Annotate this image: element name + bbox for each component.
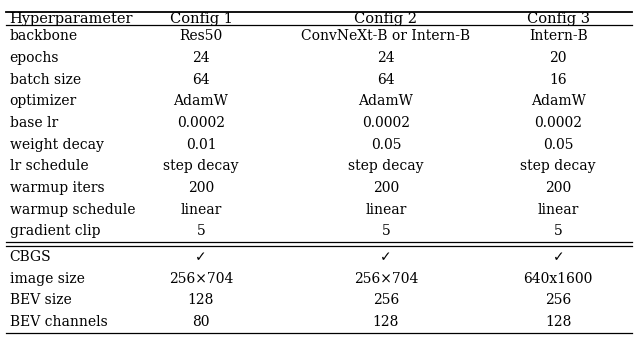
Text: ConvNeXt-B or Intern-B: ConvNeXt-B or Intern-B <box>301 29 471 43</box>
Text: 200: 200 <box>373 181 399 195</box>
Text: linear: linear <box>181 203 221 217</box>
Text: Config 1: Config 1 <box>170 11 232 26</box>
Text: AdamW: AdamW <box>174 94 228 108</box>
Text: 128: 128 <box>545 315 572 329</box>
Text: ✓: ✓ <box>195 250 207 264</box>
Text: 640x1600: 640x1600 <box>524 272 593 286</box>
Text: linear: linear <box>538 203 579 217</box>
Text: 128: 128 <box>188 293 214 307</box>
Text: 16: 16 <box>549 73 567 87</box>
Text: 128: 128 <box>373 315 399 329</box>
Text: 24: 24 <box>377 51 395 65</box>
Text: batch size: batch size <box>10 73 80 87</box>
Text: 0.0002: 0.0002 <box>534 116 582 130</box>
Text: 200: 200 <box>545 181 572 195</box>
Text: backbone: backbone <box>10 29 78 43</box>
Text: optimizer: optimizer <box>10 94 77 108</box>
Text: 256: 256 <box>373 293 399 307</box>
Text: 0.0002: 0.0002 <box>362 116 410 130</box>
Text: 24: 24 <box>192 51 210 65</box>
Text: 5: 5 <box>197 224 205 238</box>
Text: epochs: epochs <box>10 51 59 65</box>
Text: lr schedule: lr schedule <box>10 159 88 173</box>
Text: Config 3: Config 3 <box>527 11 590 26</box>
Text: BEV channels: BEV channels <box>10 315 107 329</box>
Text: weight decay: weight decay <box>10 138 103 151</box>
Text: Config 2: Config 2 <box>355 11 417 26</box>
Text: ✓: ✓ <box>553 250 564 264</box>
Text: step decay: step decay <box>521 159 596 173</box>
Text: 0.05: 0.05 <box>371 138 401 151</box>
Text: 0.05: 0.05 <box>543 138 574 151</box>
Text: warmup iters: warmup iters <box>10 181 104 195</box>
Text: 0.0002: 0.0002 <box>177 116 225 130</box>
Text: 5: 5 <box>554 224 563 238</box>
Text: 256×704: 256×704 <box>354 272 418 286</box>
Text: 0.01: 0.01 <box>186 138 216 151</box>
Text: step decay: step decay <box>163 159 239 173</box>
Text: 64: 64 <box>377 73 395 87</box>
Text: Intern-B: Intern-B <box>529 29 588 43</box>
Text: 256: 256 <box>545 293 572 307</box>
Text: AdamW: AdamW <box>531 94 586 108</box>
Text: linear: linear <box>366 203 406 217</box>
Text: 20: 20 <box>549 51 567 65</box>
Text: 64: 64 <box>192 73 210 87</box>
Text: 80: 80 <box>192 315 210 329</box>
Text: BEV size: BEV size <box>10 293 71 307</box>
Text: step decay: step decay <box>348 159 424 173</box>
Text: 200: 200 <box>188 181 214 195</box>
Text: image size: image size <box>10 272 84 286</box>
Text: 5: 5 <box>382 224 390 238</box>
Text: Hyperparameter: Hyperparameter <box>10 11 133 26</box>
Text: Res50: Res50 <box>179 29 223 43</box>
Text: ✓: ✓ <box>380 250 392 264</box>
Text: AdamW: AdamW <box>359 94 413 108</box>
Text: warmup schedule: warmup schedule <box>10 203 135 217</box>
Text: gradient clip: gradient clip <box>10 224 100 238</box>
Text: 256×704: 256×704 <box>169 272 233 286</box>
Text: base lr: base lr <box>10 116 58 130</box>
Text: CBGS: CBGS <box>10 250 51 264</box>
